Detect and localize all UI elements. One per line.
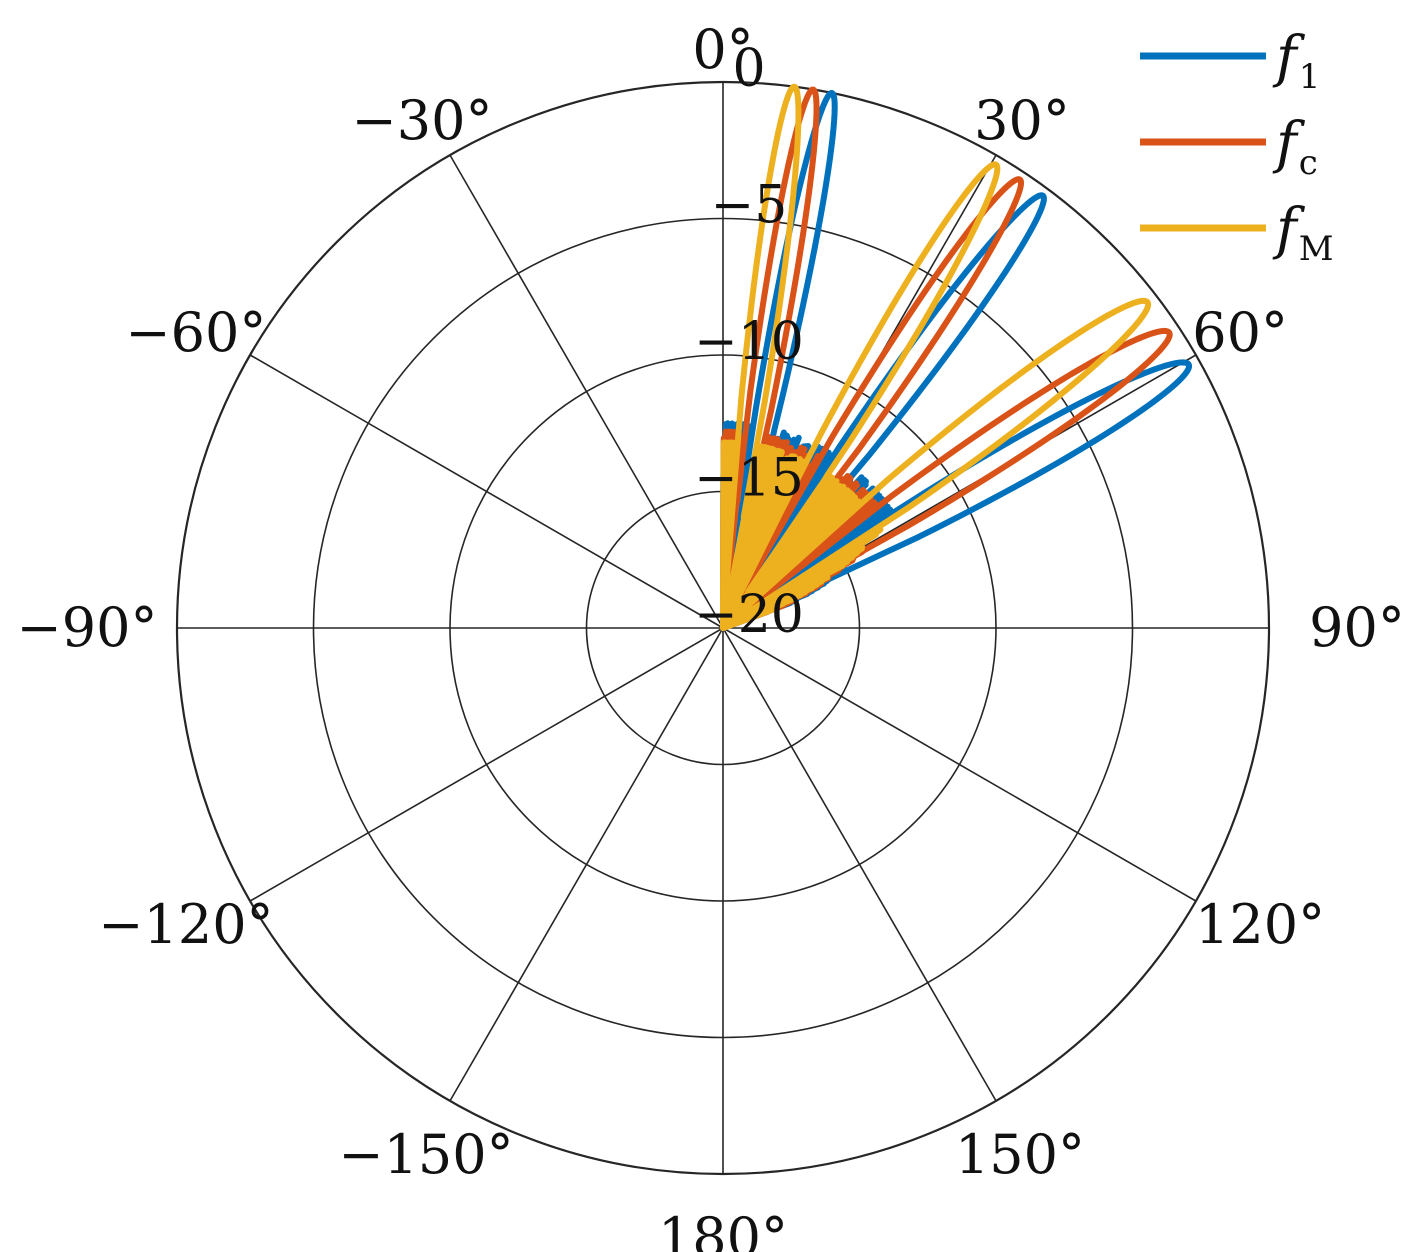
angular-gridline: [249, 627, 724, 902]
legend-entry: fM: [1272, 197, 1334, 269]
angle-tick-label: 90°: [1309, 596, 1405, 659]
angle-tick-label: 180°: [658, 1206, 788, 1252]
tick-labels: 0° 30° 60° 90° 120° 150° 180° −150° −120° −90° −60…: [17, 18, 1405, 1252]
angle-tick-label: −120°: [98, 893, 273, 956]
legend-entry: fc: [1272, 111, 1318, 183]
legend-entry: f1: [1272, 25, 1320, 97]
angle-tick-label: 150°: [955, 1123, 1085, 1186]
angle-tick-label: −60°: [125, 301, 266, 364]
angular-gridline: [722, 627, 1197, 902]
angle-tick-label: 120°: [1195, 893, 1325, 956]
angle-tick-label: 60°: [1192, 301, 1288, 364]
radius-tick-label: −20: [694, 585, 804, 645]
angular-gridline: [722, 627, 997, 1102]
angular-gridline: [449, 627, 724, 1102]
angular-gridline: [449, 154, 724, 629]
series-line-M: [720, 83, 1152, 631]
series-line-c: [720, 86, 1173, 631]
angle-tick-label: 0°: [692, 18, 753, 81]
radius-tick-label: −10: [694, 312, 804, 372]
legend: f1 fc fM: [1140, 25, 1334, 269]
radius-tick-label: 0: [732, 39, 765, 99]
series-traces: [720, 83, 1193, 631]
angle-tick-label: 30°: [974, 89, 1070, 152]
radius-tick-label: −15: [694, 449, 804, 509]
angular-gridline: [249, 354, 724, 629]
radius-tick-label: −5: [711, 176, 788, 236]
angle-tick-label: −30°: [352, 89, 493, 152]
polar-grid: [175, 80, 1271, 1176]
angle-tick-label: −90°: [17, 596, 158, 659]
angle-tick-label: −150°: [338, 1123, 513, 1186]
